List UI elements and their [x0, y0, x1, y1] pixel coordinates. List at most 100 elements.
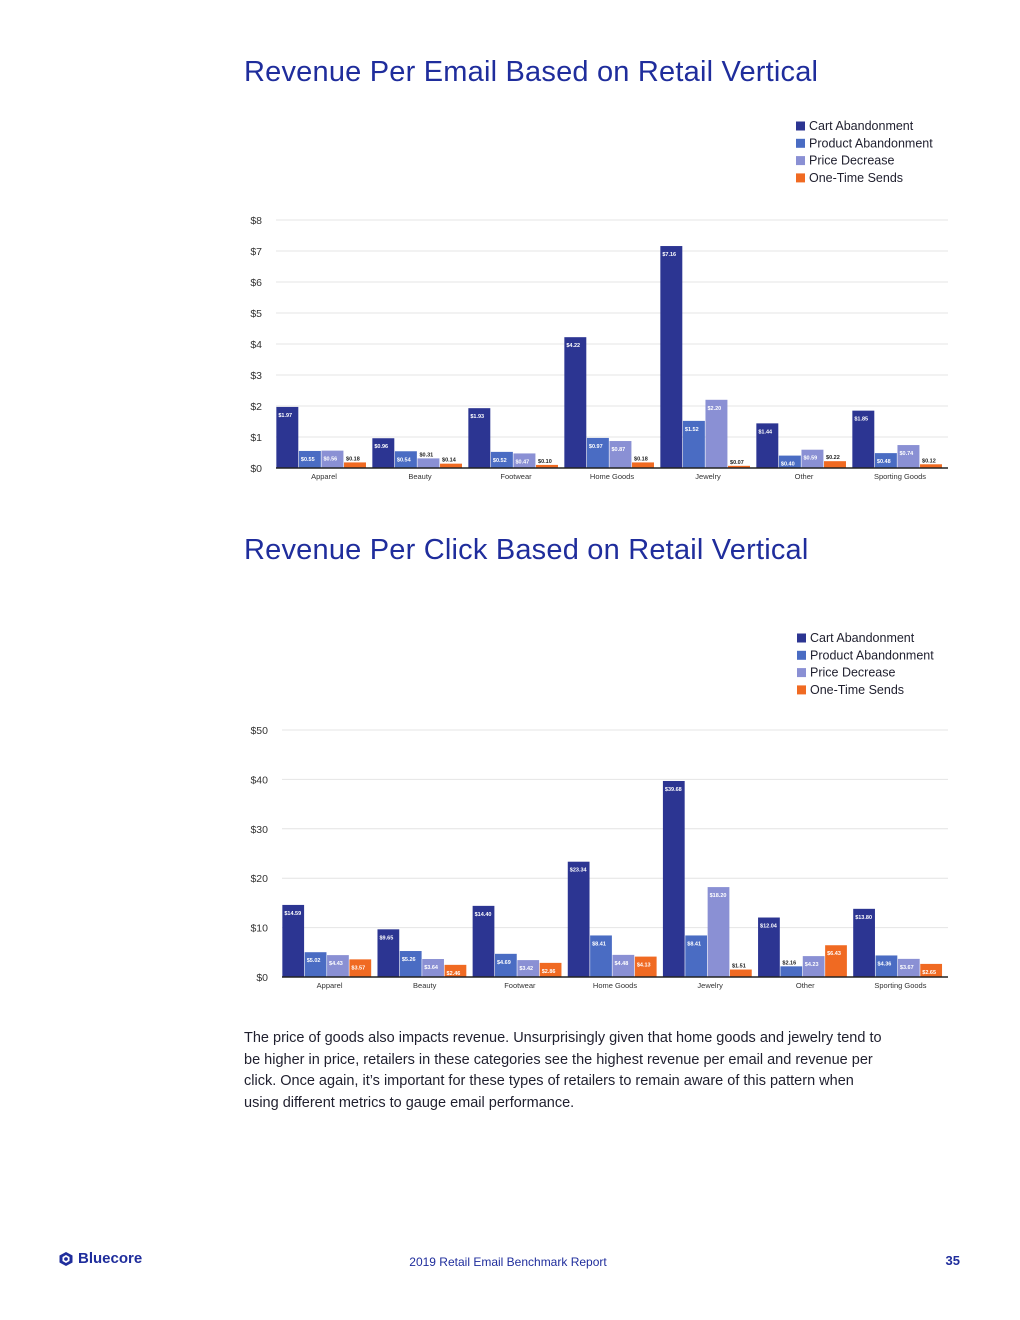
revenue-per-click-chart: Cart Abandonment Product Abandonment Price…: [250, 631, 948, 990]
bar-apparel-price-decrease: [327, 955, 349, 977]
data-label: $2.16: [782, 960, 796, 966]
category-label-jewelry: Jewelry: [697, 981, 723, 990]
data-label: $4.48: [614, 961, 628, 967]
bar-home-goods-price-decrease: [609, 441, 632, 468]
data-label: $0.56: [323, 457, 337, 463]
category-label-sporting-goods: Sporting Goods: [874, 981, 926, 990]
data-label: $0.59: [803, 456, 817, 462]
legend-swatch-price-decrease: [796, 156, 805, 166]
bar-other-price-decrease: [801, 449, 824, 468]
y-tick-label: $20: [250, 873, 268, 885]
bar-other-product-abandonment: [780, 966, 803, 977]
data-label: $4.36: [878, 961, 892, 967]
bar-home-goods-cart-abandonment: [564, 337, 587, 468]
data-label: $2.65: [922, 970, 936, 976]
bar-footwear-cart-abandonment: [472, 905, 495, 977]
y-tick-label: $0: [250, 463, 262, 475]
bar-apparel-product-abandonment: [298, 450, 321, 468]
revenue-per-email-chart: Cart Abandonment Product Abandonment Price…: [250, 119, 948, 481]
bar-apparel-cart-abandonment: [276, 406, 299, 468]
bar-footwear-product-abandonment: [490, 451, 513, 468]
bar-home-goods-one-time-sends: [632, 462, 654, 468]
data-label: $2.86: [542, 969, 556, 975]
legend-swatch-price-decrease: [797, 668, 806, 678]
data-label: $2.46: [447, 971, 461, 977]
body-paragraph: The price of goods also impacts revenue.…: [244, 1030, 882, 1111]
bar-home-goods-product-abandonment: [586, 437, 609, 468]
bar-footwear-one-time-sends: [539, 962, 562, 977]
bar-sporting-goods-price-decrease: [897, 958, 920, 977]
legend-label-one-time-sends: One-Time Sends: [809, 171, 903, 185]
footer-logo: Bluecore: [58, 1250, 142, 1267]
bar-other-one-time-sends: [824, 461, 846, 468]
bar-jewelry-cart-abandonment: [662, 780, 685, 977]
chart-title-revenue-per-click: Revenue Per Click Based on Retail Vertic…: [244, 534, 809, 566]
data-label: $0.96: [374, 444, 388, 450]
data-label: $1.52: [685, 427, 699, 433]
data-label: $0.18: [634, 456, 648, 462]
legend-label-one-time-sends: One-Time Sends: [810, 683, 904, 697]
data-label: $0.31: [419, 452, 433, 458]
legend-swatch-product-abandonment: [796, 138, 805, 148]
data-label: $4.69: [497, 960, 511, 966]
bar-home-goods-product-abandonment: [590, 935, 612, 977]
bar-sporting-goods-price-decrease: [897, 445, 920, 468]
data-label: $1.51: [732, 964, 746, 970]
footer-page-number: 35: [945, 1253, 960, 1268]
data-label: $23.34: [570, 868, 588, 874]
category-label-footwear: Footwear: [500, 472, 532, 481]
data-label: $12.04: [760, 924, 778, 930]
bar-jewelry-price-decrease: [705, 399, 728, 468]
legend-swatch-cart-abandonment: [796, 121, 805, 131]
data-label: $8.41: [687, 941, 701, 947]
category-label-beauty: Beauty: [413, 981, 437, 990]
legend-swatch-product-abandonment: [797, 650, 806, 660]
legend-label-price-decrease: Price Decrease: [809, 154, 894, 168]
bar-jewelry-cart-abandonment: [660, 246, 683, 468]
legend-swatch-one-time-sends: [797, 685, 806, 695]
bar-sporting-goods-cart-abandonment: [852, 410, 875, 468]
bar-apparel-one-time-sends: [349, 959, 372, 977]
bar-footwear-one-time-sends: [536, 464, 558, 468]
bar-sporting-goods-product-abandonment: [874, 453, 897, 468]
y-tick-label: $10: [250, 923, 268, 935]
data-label: $1.97: [278, 413, 292, 419]
category-label-home-goods: Home Goods: [593, 981, 637, 990]
data-label: $0.10: [538, 459, 552, 465]
bar-sporting-goods-product-abandonment: [875, 955, 898, 977]
bar-jewelry-one-time-sends: [729, 969, 752, 977]
data-label: $18.20: [710, 893, 727, 899]
data-label: $0.47: [515, 459, 529, 465]
data-label: $39.68: [665, 787, 682, 793]
data-label: $3.64: [424, 965, 439, 971]
footer-logo-text: Bluecore: [78, 1250, 143, 1267]
data-label: $3.57: [351, 965, 365, 971]
data-label: $0.52: [493, 458, 507, 464]
data-label: $0.14: [442, 458, 457, 464]
y-tick-label: $5: [250, 308, 262, 320]
data-label: $5.26: [402, 957, 416, 963]
bar-jewelry-price-decrease: [707, 887, 730, 977]
data-label: $0.07: [730, 460, 744, 466]
data-label: $1.85: [854, 417, 868, 423]
data-label: $3.42: [519, 966, 533, 972]
legend-label-product-abandonment: Product Abandonment: [809, 136, 933, 150]
legend-label-product-abandonment: Product Abandonment: [810, 648, 934, 662]
bar-footwear-product-abandonment: [494, 953, 517, 977]
data-label: $0.74: [899, 451, 914, 457]
legend-label-cart-abandonment: Cart Abandonment: [810, 631, 915, 645]
bar-apparel-one-time-sends: [344, 462, 366, 468]
data-label: $0.97: [589, 444, 603, 450]
legend-swatch-one-time-sends: [796, 173, 805, 183]
bar-beauty-product-abandonment: [394, 451, 417, 468]
data-label: $0.54: [397, 457, 412, 463]
y-tick-label: $0: [256, 972, 268, 984]
y-tick-label: $50: [250, 725, 268, 737]
bluecore-logo-icon: [59, 1251, 73, 1266]
bar-sporting-goods-one-time-sends: [920, 464, 942, 468]
bar-home-goods-price-decrease: [612, 954, 635, 977]
data-label: $0.87: [611, 447, 625, 453]
legend-swatch-cart-abandonment: [797, 633, 806, 643]
category-label-apparel: Apparel: [311, 472, 337, 481]
data-label: $0.48: [877, 459, 891, 465]
